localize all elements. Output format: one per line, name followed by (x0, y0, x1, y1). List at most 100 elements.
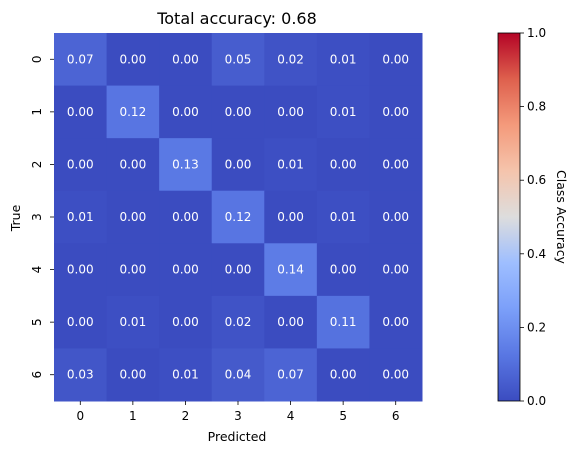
heatmap-cell (54, 295, 108, 349)
colorbar-tick-label: 1.0 (527, 26, 546, 40)
heatmap-cell (369, 190, 423, 244)
heatmap-cell (264, 138, 318, 192)
heatmap-cell (369, 138, 423, 192)
heatmap-cell (316, 243, 370, 297)
colorbar-tick-label: 0.6 (527, 173, 546, 187)
heatmap-cell (54, 33, 108, 87)
cell-value-label: 0.01 (172, 368, 199, 382)
cell-value-label: 0.01 (330, 52, 357, 66)
cell-value-label: 0.02 (277, 52, 304, 66)
cell-value-label: 0.00 (119, 263, 146, 277)
y-tick-label: 3 (30, 213, 44, 221)
heatmap-cell (54, 190, 108, 244)
cell-value-label: 0.01 (119, 315, 146, 329)
y-axis-label: True (8, 204, 23, 232)
heatmap-cells: 0.07 0.00 0.00 0.05 0.02 0.01 0.00 0.00 0.12 0.00… (54, 33, 423, 402)
cell-value-label: 0.00 (225, 263, 252, 277)
cell-value-label: 0.00 (172, 105, 199, 119)
cell-value-label: 0.00 (330, 157, 357, 171)
heatmap-cell (211, 85, 265, 139)
heatmap-cell (159, 190, 213, 244)
cell-value-label: 0.00 (172, 52, 199, 66)
heatmap-cell (54, 138, 108, 192)
heatmap-cell (316, 138, 370, 192)
heatmap-cell (264, 190, 318, 244)
heatmap-cell (211, 243, 265, 297)
cell-value-label: 0.00 (67, 315, 94, 329)
heatmap-cell (369, 348, 423, 402)
cell-value-label: 0.03 (67, 368, 94, 382)
x-tick-label: 1 (129, 409, 137, 423)
x-tick-label: 4 (287, 409, 295, 423)
cell-value-label: 0.00 (67, 105, 94, 119)
heatmap-cell (106, 295, 160, 349)
x-tick-label: 2 (182, 409, 190, 423)
heatmap-cell (106, 243, 160, 297)
colorbar-tick-label: 0.8 (527, 100, 546, 114)
x-tick-label: 6 (392, 409, 400, 423)
cell-value-label: 0.13 (172, 157, 199, 171)
y-tick-label: 0 (30, 55, 44, 63)
chart-title: Total accuracy: 0.68 (156, 9, 317, 28)
x-tick-label: 5 (339, 409, 347, 423)
colorbar-tick-label: 0.2 (527, 320, 546, 334)
cell-value-label: 0.00 (67, 157, 94, 171)
cell-value-label: 0.05 (225, 52, 252, 66)
cell-value-label: 0.00 (225, 105, 252, 119)
heatmap-cell (54, 348, 108, 402)
heatmap-cell (106, 33, 160, 87)
heatmap-cell (369, 33, 423, 87)
heatmap-cell (264, 348, 318, 402)
heatmap-cell (316, 348, 370, 402)
cell-value-label: 0.01 (277, 157, 304, 171)
heatmap-cell (159, 243, 213, 297)
cell-value-label: 0.12 (119, 105, 146, 119)
y-tick-label: 5 (30, 318, 44, 326)
heatmap-cell (54, 85, 108, 139)
heatmap-cell (369, 243, 423, 297)
cell-value-label: 0.00 (277, 315, 304, 329)
cell-value-label: 0.00 (67, 263, 94, 277)
cell-value-label: 0.02 (225, 315, 252, 329)
x-axis-label: Predicted (208, 429, 267, 444)
y-tick-label: 4 (30, 266, 44, 274)
heatmap-cell (159, 295, 213, 349)
heatmap-cell (159, 138, 213, 192)
heatmap-cell (264, 85, 318, 139)
cell-value-label: 0.04 (225, 368, 252, 382)
heatmap-cell (369, 85, 423, 139)
heatmap-cell (211, 138, 265, 192)
y-tick-label: 1 (30, 108, 44, 116)
heatmap-cell (264, 33, 318, 87)
cell-value-label: 0.00 (382, 315, 409, 329)
heatmap-cell (316, 85, 370, 139)
heatmap-cell (106, 85, 160, 139)
heatmap-cell (159, 348, 213, 402)
cell-value-label: 0.00 (277, 210, 304, 224)
cell-value-label: 0.14 (277, 263, 304, 277)
cell-value-label: 0.00 (382, 157, 409, 171)
cell-value-label: 0.12 (225, 210, 252, 224)
cell-value-label: 0.00 (119, 368, 146, 382)
cell-value-label: 0.01 (67, 210, 94, 224)
cell-value-label: 0.00 (119, 210, 146, 224)
cell-value-label: 0.07 (277, 368, 304, 382)
cell-value-label: 0.00 (382, 368, 409, 382)
y-tick-label: 2 (30, 161, 44, 169)
y-axis-ticks: 0 1 2 3 4 5 6 (30, 55, 54, 379)
heatmap-cell (264, 295, 318, 349)
colorbar (497, 32, 521, 402)
cell-value-label: 0.00 (172, 263, 199, 277)
heatmap-cell (211, 33, 265, 87)
heatmap-cell (316, 295, 370, 349)
cell-value-label: 0.00 (119, 52, 146, 66)
heatmap-cell (159, 85, 213, 139)
heatmap-cell (54, 243, 108, 297)
cell-value-label: 0.07 (67, 52, 94, 66)
colorbar-ticks: 0.0 0.2 0.4 0.6 0.8 1.0 (520, 26, 546, 408)
heatmap-cell (211, 190, 265, 244)
x-tick-label: 0 (76, 409, 84, 423)
cell-value-label: 0.00 (172, 210, 199, 224)
cell-value-label: 0.00 (172, 315, 199, 329)
